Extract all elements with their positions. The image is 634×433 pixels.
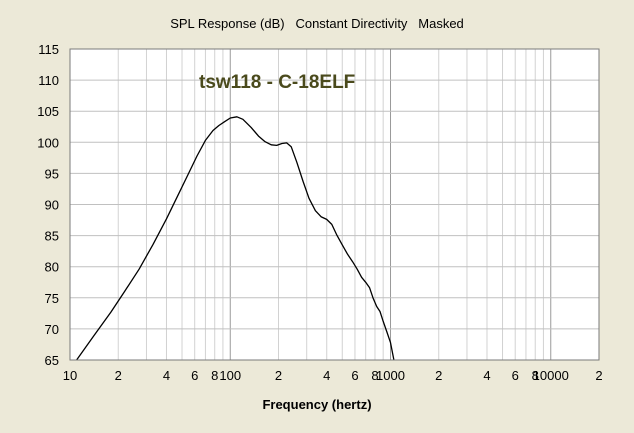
x-tick-label: 8 [532,368,539,383]
x-tick-label: 1000 [376,368,405,383]
y-tick-label: 85 [45,229,59,244]
x-tick-label: 8 [211,368,218,383]
y-tick-label: 65 [45,353,59,368]
y-tick-label: 75 [45,291,59,306]
y-tick-label: 105 [37,104,59,119]
x-tick-label: 4 [323,368,330,383]
chart-title: SPL Response (dB) Constant Directivity M… [170,16,464,31]
x-tick-label: 10000 [533,368,569,383]
x-tick-label: 2 [435,368,442,383]
x-tick-label: 10 [63,368,77,383]
x-tick-label: 2 [595,368,602,383]
x-tick-label: 100 [219,368,241,383]
x-tick-label: 6 [512,368,519,383]
y-tick-label: 80 [45,260,59,275]
x-tick-label: 4 [483,368,490,383]
y-tick-label: 90 [45,198,59,213]
x-tick-label: 6 [191,368,198,383]
y-tick-label: 115 [38,42,59,57]
plot-border [69,48,600,361]
y-tick-label: 95 [45,166,59,181]
y-tick-label: 110 [38,73,59,88]
x-tick-label: 4 [163,368,170,383]
x-tick-label: 8 [371,368,378,383]
x-tick-label: 6 [351,368,358,383]
chart-annotation: tsw118 - C-18ELF [199,72,355,93]
y-tick-label: 70 [45,322,59,337]
y-tick-label: 100 [37,135,59,150]
x-tick-label: 2 [115,368,122,383]
x-tick-label: 2 [275,368,282,383]
spl-response-line [76,116,395,361]
x-axis-label: Frequency (hertz) [262,397,371,412]
